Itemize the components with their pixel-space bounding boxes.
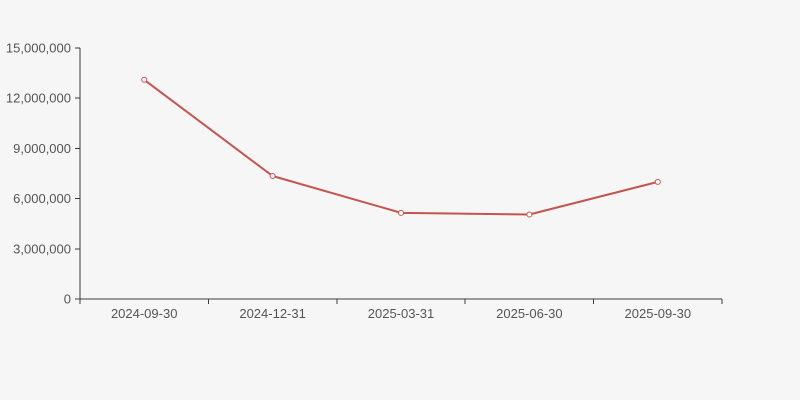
y-axis-tick-label: 15,000,000 [6,41,71,56]
data-point-marker [654,178,661,185]
data-point-marker [398,209,404,216]
x-axis-tick-label: 2024-09-30 [111,306,178,321]
x-axis-tick-label: 2025-06-30 [496,306,563,321]
y-axis-tick-label: 12,000,000 [6,91,71,106]
x-axis-tick-label: 2024-12-31 [239,306,306,321]
x-axis-tick-label: 2025-03-31 [368,306,435,321]
data-point-marker [141,76,148,83]
data-point-marker [269,173,276,180]
y-axis-tick-label: 6,000,000 [13,191,71,206]
line-series [143,78,659,216]
data-point-marker [526,211,533,218]
y-axis-tick-label: 0 [64,292,71,307]
y-axis-tick-label: 9,000,000 [13,141,71,156]
x-axis-tick-label: 2025-09-30 [625,306,692,321]
y-axis-tick-label: 3,000,000 [13,241,71,256]
